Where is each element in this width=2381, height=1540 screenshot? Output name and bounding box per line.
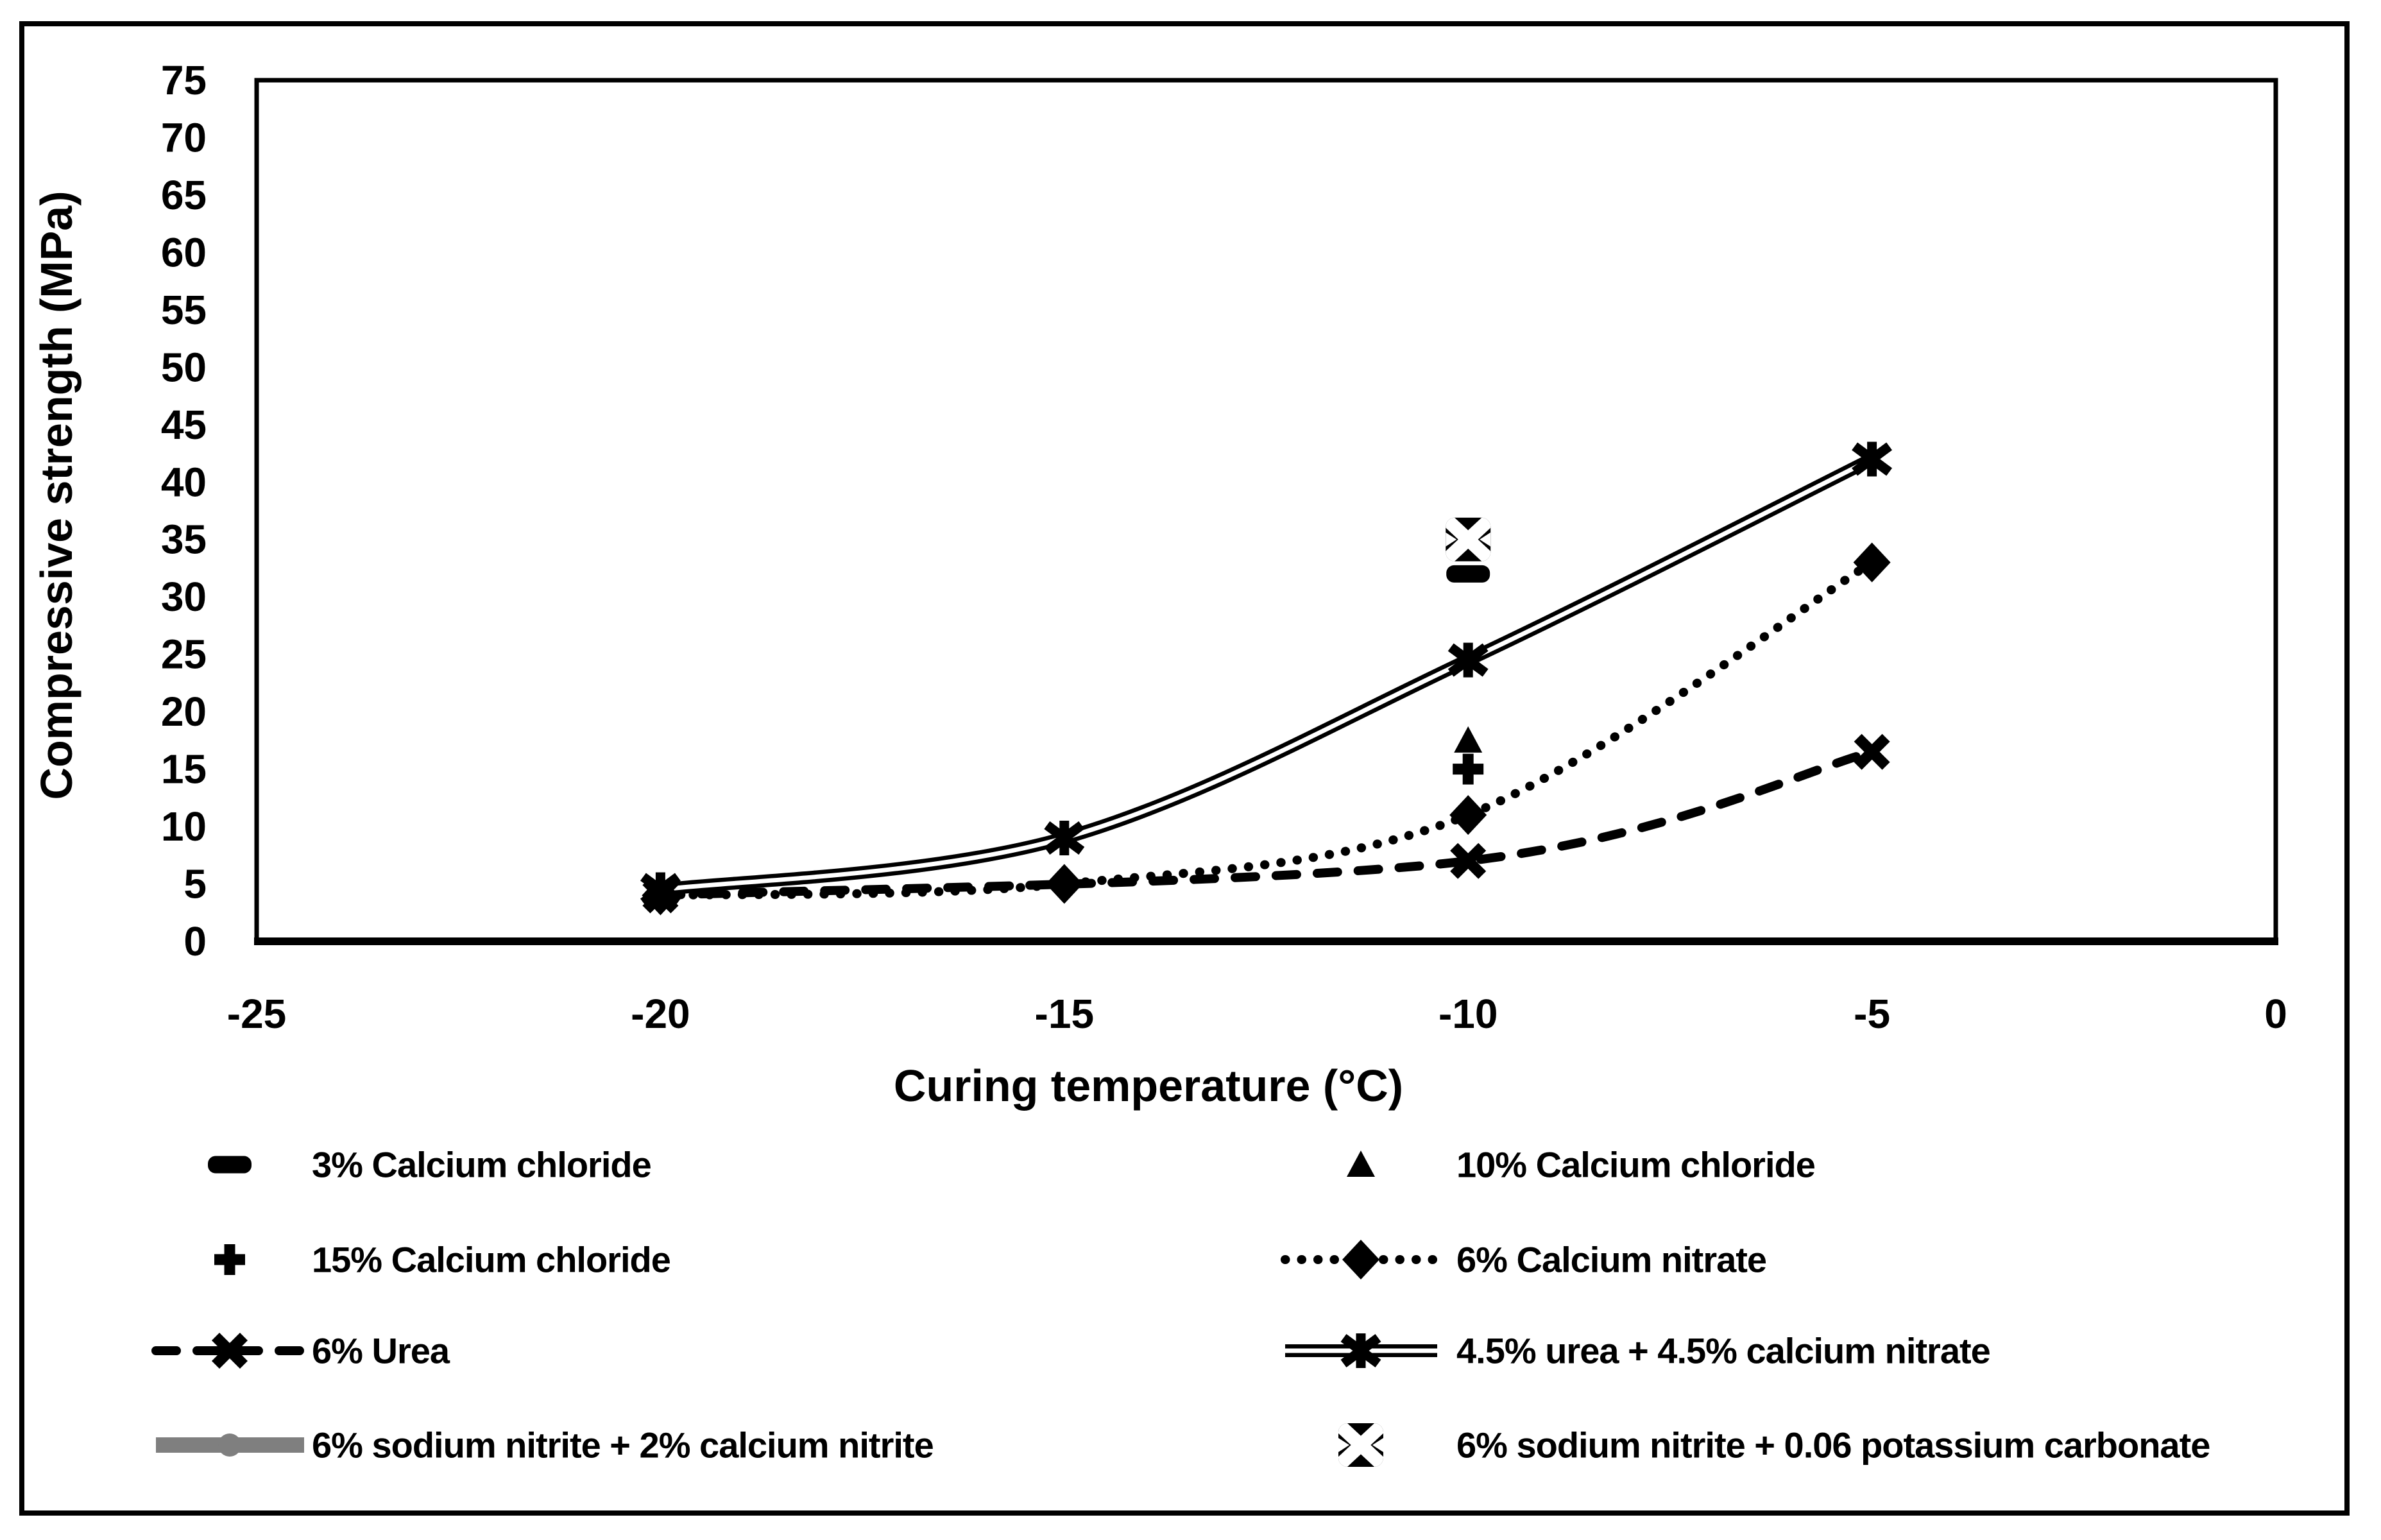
marker-x bbox=[211, 1332, 248, 1369]
series-1-markers bbox=[1454, 726, 1483, 753]
figure-border bbox=[19, 21, 2350, 1516]
y-tick-label: 10 bbox=[161, 803, 207, 850]
series-3-line-group bbox=[656, 558, 1877, 900]
marker-diamond bbox=[1342, 1240, 1379, 1279]
y-tick-label: 75 bbox=[161, 57, 207, 103]
series-line bbox=[656, 747, 1877, 900]
y-axis-title: Compressive strength (MPa) bbox=[31, 191, 81, 800]
marker-asterisk bbox=[1044, 820, 1085, 855]
y-tick-label: 25 bbox=[161, 631, 207, 678]
y-tick-label: 5 bbox=[183, 861, 207, 907]
legend-item: 3% Calcium chloride bbox=[208, 1145, 652, 1185]
legend-item: 6% sodium nitrite + 2% calcium nitrite bbox=[156, 1425, 934, 1466]
legend-item: 4.5% urea + 4.5% calcium nitrate bbox=[1285, 1331, 1991, 1371]
x-axis-title: Curing temperature (°C) bbox=[893, 1061, 1404, 1111]
y-tick-label: 40 bbox=[161, 459, 207, 505]
legend-label: 6% Urea bbox=[312, 1331, 450, 1371]
series-0-markers bbox=[1446, 565, 1490, 583]
legend-item: 15% Calcium chloride bbox=[214, 1240, 671, 1280]
y-tick-label: 30 bbox=[161, 574, 207, 620]
marker-asterisk bbox=[1447, 642, 1489, 678]
x-tick-label: -20 bbox=[631, 991, 690, 1037]
y-tick-label: 60 bbox=[161, 229, 207, 275]
y-tick-label: 65 bbox=[161, 172, 207, 218]
legend-item: 6% sodium nitrite + 0.06 potassium carbo… bbox=[1338, 1423, 2210, 1467]
marker-circle bbox=[218, 1433, 241, 1457]
marker-asterisk bbox=[640, 872, 681, 907]
x-tick-label: -15 bbox=[1035, 991, 1095, 1037]
series-4-line-group bbox=[656, 747, 1877, 900]
plot-area-border bbox=[254, 78, 2278, 944]
marker-square-x bbox=[1338, 1423, 1383, 1467]
y-tick-label: 50 bbox=[161, 344, 207, 390]
y-tick-label: 0 bbox=[183, 918, 207, 964]
marker-x bbox=[1854, 733, 1890, 770]
x-tick-label: -10 bbox=[1438, 991, 1498, 1037]
marker-diamond bbox=[1853, 542, 1891, 583]
marker-asterisk bbox=[1852, 441, 1893, 477]
marker-diamond bbox=[1449, 795, 1487, 835]
legend-item: 6% Urea bbox=[151, 1331, 451, 1371]
legend-label: 6% sodium nitrite + 2% calcium nitrite bbox=[312, 1425, 934, 1466]
marker-dash bbox=[208, 1156, 252, 1174]
marker-square-x bbox=[1446, 517, 1491, 561]
y-tick-label: 45 bbox=[161, 402, 207, 448]
marker-diamond bbox=[1045, 864, 1083, 904]
marker-plus bbox=[214, 1244, 245, 1275]
series-5-markers bbox=[640, 441, 1893, 907]
y-tick-label: 15 bbox=[161, 746, 207, 792]
y-tick-label: 35 bbox=[161, 517, 207, 563]
series-line bbox=[656, 558, 1877, 900]
legend-label: 3% Calcium chloride bbox=[312, 1145, 651, 1185]
series-3-markers bbox=[642, 542, 1891, 916]
y-tick-label: 55 bbox=[161, 287, 207, 333]
series-5-line-group bbox=[660, 453, 1875, 896]
legend-item: 6% Calcium nitrate bbox=[1281, 1240, 1767, 1280]
legend-label: 6% sodium nitrite + 0.06 potassium carbo… bbox=[1456, 1425, 2210, 1466]
marker-dash bbox=[1446, 565, 1490, 583]
series-7-markers bbox=[1446, 517, 1491, 561]
legend-label: 10% Calcium chloride bbox=[1456, 1145, 1815, 1185]
legend-label: 15% Calcium chloride bbox=[312, 1240, 670, 1280]
x-tick-label: -5 bbox=[1854, 991, 1890, 1037]
x-tick-label: 0 bbox=[2264, 991, 2287, 1037]
series-2-markers bbox=[1453, 753, 1484, 785]
legend-item: 10% Calcium chloride bbox=[1347, 1145, 1816, 1185]
x-tick-label: -25 bbox=[227, 991, 287, 1037]
y-tick-label: 70 bbox=[161, 114, 207, 160]
marker-triangle bbox=[1347, 1151, 1375, 1177]
marker-triangle bbox=[1454, 726, 1483, 753]
marker-x bbox=[1450, 843, 1487, 879]
y-tick-label: 20 bbox=[161, 689, 207, 735]
series-line bbox=[660, 453, 1875, 896]
series-line bbox=[660, 457, 1873, 892]
legend-label: 6% Calcium nitrate bbox=[1456, 1240, 1766, 1280]
marker-asterisk bbox=[1340, 1333, 1381, 1368]
legend-label: 4.5% urea + 4.5% calcium nitrate bbox=[1456, 1331, 1990, 1371]
marker-plus bbox=[1453, 753, 1484, 785]
